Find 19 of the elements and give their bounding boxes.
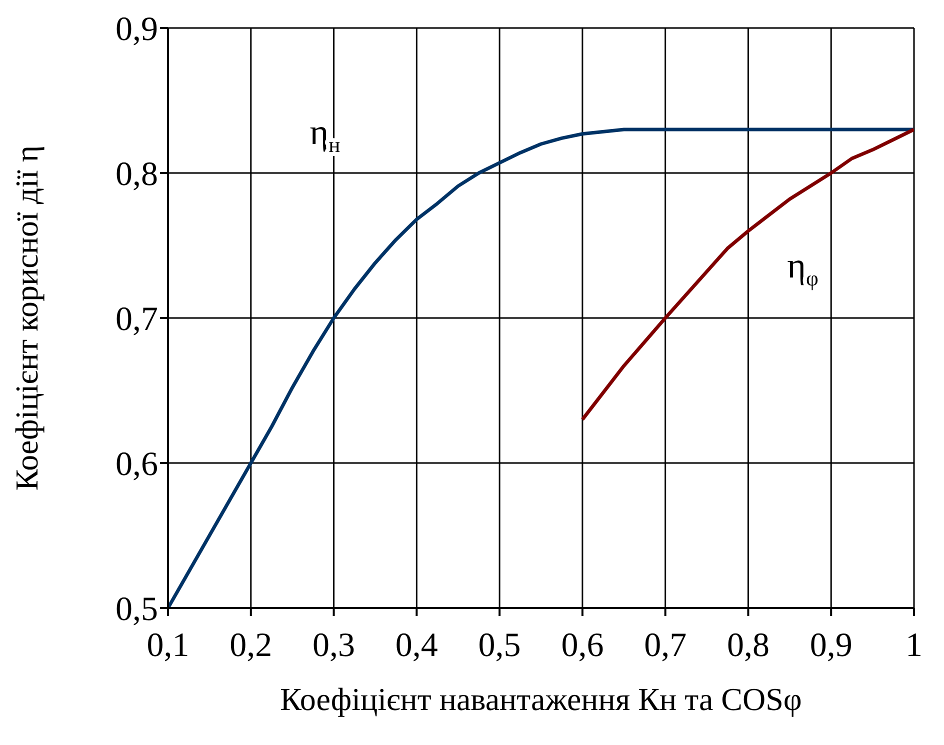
line-series: [580, 128, 914, 422]
y-tick-label: 0,7: [116, 301, 158, 338]
y-tick-label: 0,9: [116, 11, 158, 48]
x-tick-label: 0,9: [810, 627, 852, 664]
series-label: η$_{φ}$: [787, 245, 818, 290]
x-tick-label: 0,3: [312, 627, 356, 664]
y-tick-label: 0,8: [116, 156, 158, 194]
y-tick-label: 0,5: [116, 591, 158, 628]
x-tick-label: 0,8: [726, 627, 770, 664]
x-tick-label: 0,2: [230, 627, 272, 664]
x-tick-label: 1: [906, 627, 922, 664]
y-tick-label: 0,6: [116, 446, 158, 484]
x-axis-title: Коефіцієнт навантаження Кн та COSφ: [280, 681, 802, 717]
x-tick-label: 0,1: [146, 627, 190, 664]
x-tick-label: 0,7: [644, 627, 687, 664]
x-tick-label: 0,5: [478, 627, 521, 664]
x-tick-label: 0,6: [561, 627, 604, 664]
y-axis-title: Коефіцієнт корисної дії η: [8, 145, 44, 491]
x-tick-label: 0,4: [395, 627, 438, 664]
